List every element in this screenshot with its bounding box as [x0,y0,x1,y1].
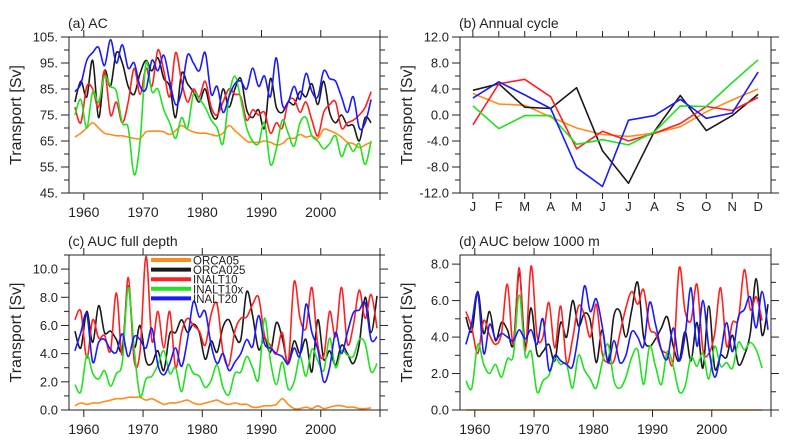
series-line-inalt10x [74,286,378,398]
y-axis-label: Transport [Sv] [8,65,25,165]
y-tick-label: 6.0 [40,318,58,333]
y-tick-label: 105. [33,30,58,45]
y-tick-label: 4.0 [40,346,58,361]
series-line-orca025 [472,83,759,185]
y-tick-label: 8.0 [431,257,449,272]
y-tick-label: 2.0 [431,366,449,381]
y-tick-label: 4.0 [431,330,449,345]
y-tick-label: 95. [40,56,58,71]
y-tick-label: -12.0 [419,186,449,201]
series-line-inalt10 [74,49,372,137]
legend-label: INALT10 [193,275,238,287]
y-axis-label: Transport [Sv] [399,283,416,383]
x-tick-label: 1970 [127,204,158,220]
x-tick-label: 1990 [246,421,277,437]
y-axis-label: Transport [Sv] [399,65,416,165]
legend-label: ORCA05 [193,256,239,268]
x-tick-label: S [676,199,685,214]
y-axis-label: Transport [Sv] [8,283,25,383]
series-line-inalt10x [472,59,759,146]
y-tick-label: 65. [40,134,58,149]
y-tick-label: 0.0 [431,108,449,123]
panel-d: (d) AUC below 1000 m Transport [Sv] 0.0 2.0… [399,233,779,437]
series-line-inalt20 [465,285,769,379]
x-tick-label: A [546,199,555,214]
series-line-inalt20 [472,71,759,188]
y-tick-label: 8.0 [431,56,449,71]
x-tick-label: O [701,199,711,214]
x-tick-label: 1990 [637,421,668,437]
x-tick-label: 2000 [696,421,727,437]
series-line-orca05 [472,88,759,138]
x-tick-label: 1980 [187,421,218,437]
panel-b: (b) Annual cycle Transport [Sv] -12.0 -8.0 -… [399,15,779,214]
y-tick-label: 4.0 [431,82,449,97]
series-line-inalt20 [74,38,372,131]
legend-label: ORCA025 [193,265,245,277]
x-tick-label: J [599,199,606,214]
y-tick-label: 0.0 [431,403,449,418]
x-tick-label: 2000 [305,204,336,220]
y-tick-label: 2.0 [40,374,58,389]
series-line-orca05 [74,396,372,410]
x-tick-label: F [495,199,503,214]
y-tick-label: 55. [40,160,58,175]
series-line-inalt10x [74,60,372,176]
x-tick-label: M [571,199,582,214]
x-tick-label: 1960 [68,204,99,220]
x-tick-label: 1980 [578,421,609,437]
x-tick-label: 1970 [127,421,158,437]
series-line-inalt10 [472,78,759,150]
series-line-inalt10 [465,265,763,367]
y-tick-label: 12.0 [424,30,449,45]
panel-c: (c) AUC full depth Transport [Sv] 0.0 2.0 4.… [8,233,388,437]
panel-title: (c) AUC full depth [68,233,178,249]
series-line-inalt20 [74,300,378,384]
series-line-orca025 [74,50,372,142]
legend-label: INALT10x [193,284,244,296]
y-tick-label: 45. [40,186,58,201]
panel-title: (b) Annual cycle [459,15,559,31]
y-tick-label: 0.0 [40,403,58,418]
x-tick-label: A [650,199,659,214]
y-tick-label: 8.0 [40,290,58,305]
y-tick-label: -4.0 [427,134,449,149]
panel-title: (a) AC [68,15,108,31]
x-tick-label: 1960 [68,421,99,437]
x-tick-label: J [625,199,632,214]
x-tick-label: J [470,199,477,214]
plot-frame [68,254,381,411]
x-tick-label: M [519,199,530,214]
y-tick-label: -8.0 [427,160,449,175]
y-tick-label: 10.0 [33,262,58,277]
y-tick-label: 85. [40,82,58,97]
panel-a: (a) AC Transport [Sv] 45. 55. 65. 75. 85. 95. 10… [8,15,388,220]
series-group [472,59,759,188]
plot-frame [459,254,772,411]
x-tick-label: 1960 [459,421,490,437]
y-tick-label: 6.0 [431,293,449,308]
series-group [465,265,769,411]
x-tick-label: 1970 [518,421,549,437]
series-group [74,38,372,176]
x-tick-label: D [753,199,762,214]
series-group [74,255,378,410]
series-line-orca05 [74,122,372,149]
x-tick-label: N [728,199,737,214]
x-tick-label: 2000 [305,421,336,437]
y-tick-label: 75. [40,108,58,123]
panel-title: (d) AUC below 1000 m [459,233,600,249]
legend-label: INALT20 [193,294,238,306]
x-tick-label: 1980 [187,204,218,220]
x-tick-label: 1990 [246,204,277,220]
